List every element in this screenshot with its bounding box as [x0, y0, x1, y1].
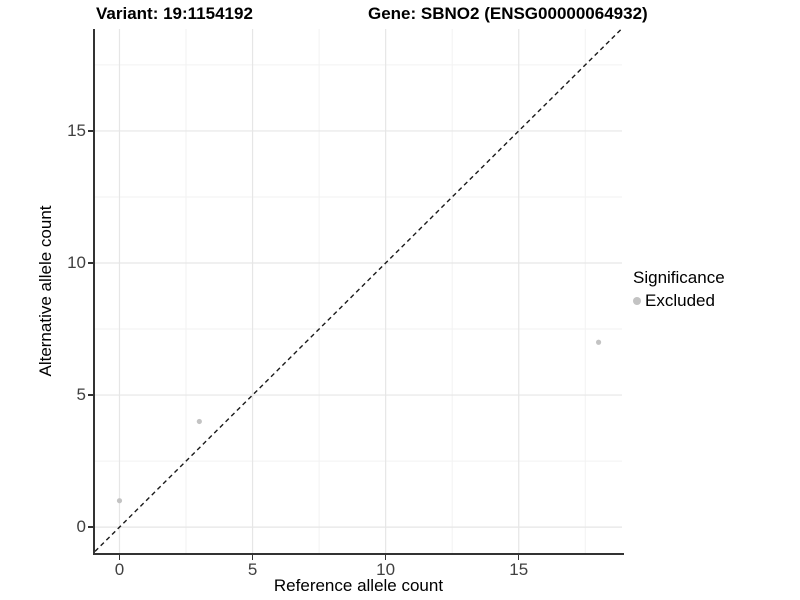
legend: Significance Excluded: [633, 267, 725, 311]
y-tick-mark: [88, 130, 93, 132]
y-tick-label: 15: [67, 120, 86, 140]
data-point: [595, 339, 602, 345]
legend-item-label: Excluded: [645, 291, 715, 310]
plot-title-gene: Gene: SBNO2 (ENSG00000064932): [368, 4, 648, 23]
y-tick-mark: [88, 394, 93, 396]
legend-item-excluded: Excluded: [633, 291, 725, 311]
x-tick-mark: [251, 555, 254, 560]
data-point: [116, 498, 123, 504]
y-tick-label: 10: [67, 253, 86, 272]
plot-title-variant: Variant: 19:1154192: [96, 4, 253, 23]
x-tick-mark: [384, 555, 387, 560]
y-tick-mark: [88, 262, 93, 264]
x-tick-label: 15: [509, 560, 529, 579]
plot-canvas: [95, 29, 622, 553]
legend-title: Significance: [633, 268, 725, 287]
data-point: [196, 418, 202, 425]
legend-point-icon: [633, 297, 641, 305]
identity-line: [95, 29, 622, 552]
y-tick-label: 0: [76, 517, 86, 537]
x-tick-label: 5: [247, 560, 258, 579]
x-axis-title: Reference allele count: [273, 576, 444, 595]
plot-panel: [93, 29, 624, 555]
y-axis-title: Alternative allele count: [36, 205, 55, 377]
x-tick-mark: [517, 555, 520, 560]
x-tick-label: 10: [376, 560, 396, 579]
y-tick-mark: [88, 526, 93, 528]
x-tick-mark: [118, 555, 121, 560]
y-tick-label: 5: [76, 385, 86, 405]
x-tick-label: 0: [114, 560, 125, 579]
